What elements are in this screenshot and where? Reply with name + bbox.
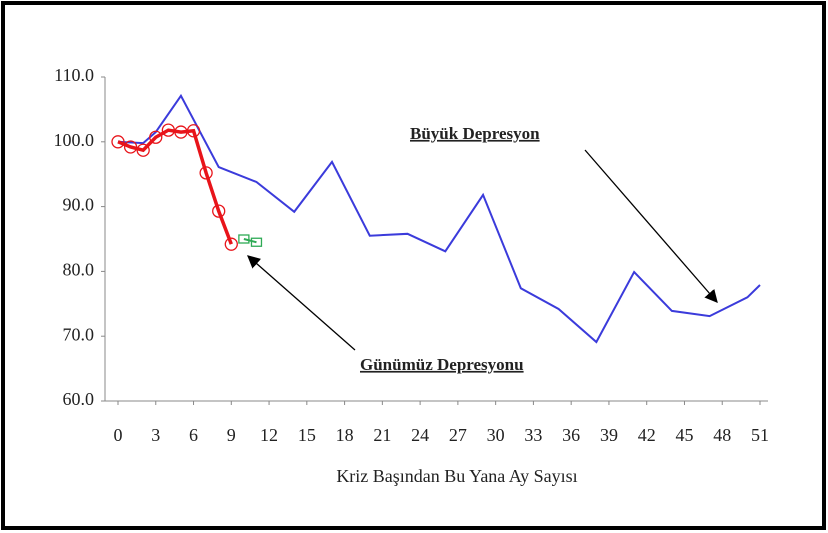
x-tick-label: 51 (751, 425, 769, 445)
x-tick-label: 36 (562, 425, 580, 445)
x-tick-label: 48 (713, 425, 731, 445)
x-tick-label: 15 (298, 425, 316, 445)
x-tick-label: 27 (449, 425, 467, 445)
x-tick-label: 24 (411, 425, 429, 445)
point (149, 130, 163, 144)
y-tick-label: 80.0 (63, 260, 95, 280)
x-tick-label: 18 (336, 425, 354, 445)
point (238, 234, 250, 244)
y-tick-label: 60.0 (63, 389, 95, 409)
x-tick-label: 42 (638, 425, 656, 445)
point (224, 237, 238, 251)
series-line (117, 93, 761, 344)
x-tick-label: 6 (189, 425, 198, 445)
point (161, 123, 176, 137)
x-tick-label: 0 (114, 425, 123, 445)
x-tick-label: 12 (260, 425, 278, 445)
x-tick-label: 45 (675, 425, 693, 445)
x-axis-title: Kriz Başından Bu Yana Ay Sayısı (336, 466, 577, 486)
y-tick-label: 110.0 (54, 65, 94, 85)
point (212, 204, 226, 218)
point (174, 125, 188, 139)
point (186, 124, 201, 138)
y-tick-label: 100.0 (54, 130, 95, 150)
point (199, 166, 213, 180)
point (250, 237, 263, 247)
point (123, 140, 138, 154)
x-tick-label: 9 (227, 425, 236, 445)
x-tick-label: 39 (600, 425, 618, 445)
x-tick-label: 3 (151, 425, 160, 445)
x-tick-label: 30 (487, 425, 505, 445)
annotation: Büyük Depresyon (410, 124, 540, 143)
x-tick-label: 33 (524, 425, 542, 445)
annotation: Günümüz Depresyonu (360, 355, 524, 374)
series-line (243, 238, 257, 244)
y-tick-label: 70.0 (63, 324, 95, 344)
point (111, 135, 125, 149)
annotation-arrow (247, 255, 356, 351)
point (136, 143, 150, 157)
y-tick-label: 90.0 (63, 195, 95, 215)
x-tick-label: 21 (373, 425, 391, 445)
annotation-arrow (584, 149, 718, 303)
